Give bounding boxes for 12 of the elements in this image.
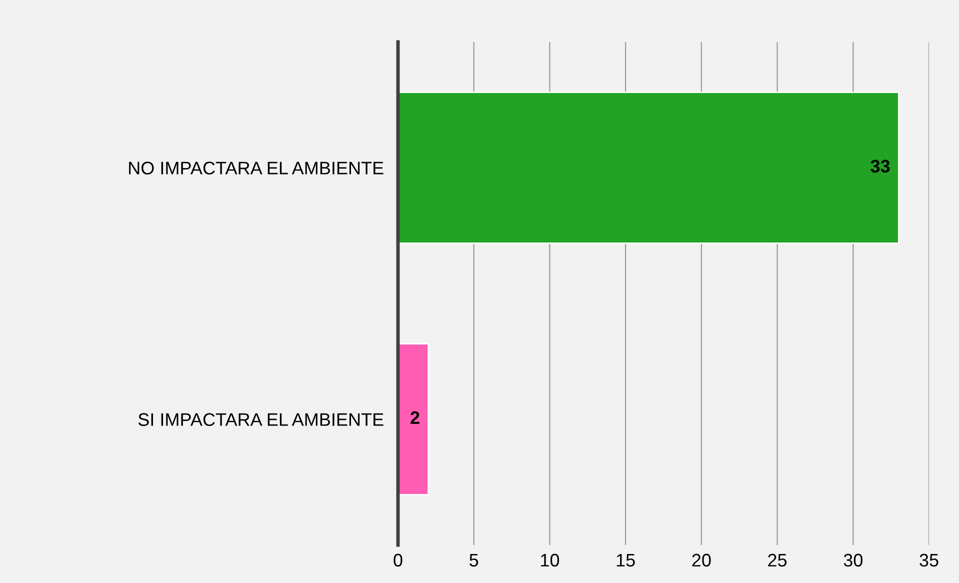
y-tick-label: NO IMPACTARA EL AMBIENTE bbox=[129, 162, 384, 174]
x-tick-label: 35 bbox=[920, 554, 938, 567]
x-tick-label: 0 bbox=[394, 554, 402, 567]
x-tick-label: 25 bbox=[768, 554, 787, 567]
x-tick-label: 5 bbox=[470, 554, 478, 567]
x-tick-label: 30 bbox=[844, 554, 862, 567]
data-label: 33 bbox=[870, 160, 890, 173]
x-tick-label: 15 bbox=[616, 554, 635, 567]
x-tick-label: 20 bbox=[692, 554, 711, 567]
y-tick-label: SI IMPACTARA EL AMBIENTE bbox=[138, 413, 384, 426]
data-label: 2 bbox=[410, 411, 420, 424]
x-tick-label: 10 bbox=[541, 554, 560, 567]
